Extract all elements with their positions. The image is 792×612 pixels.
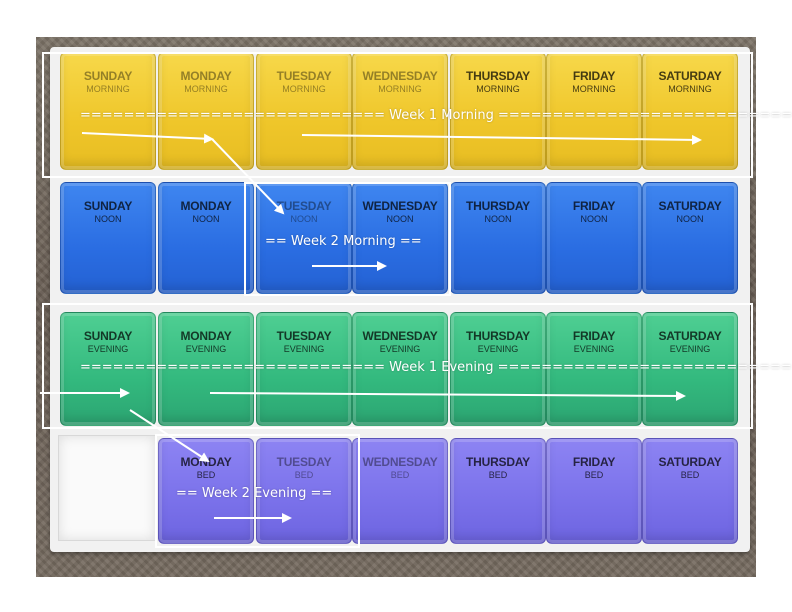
slot-label: BED — [680, 470, 700, 480]
day-label: THURSDAY — [466, 69, 530, 83]
day-label: TUESDAY — [276, 455, 332, 469]
compartment-purple-friday: FRIDAY BED — [546, 438, 642, 544]
week2-evening-label: == Week 2 Evening == — [176, 486, 333, 501]
day-label: SUNDAY — [83, 69, 133, 83]
compartment-purple-saturday: SATURDAY BED — [642, 438, 738, 544]
day-label: THURSDAY — [466, 455, 530, 469]
day-label: THURSDAY — [466, 329, 530, 343]
day-label: SUNDAY — [83, 329, 133, 343]
day-label: WEDNESDAY — [362, 455, 438, 469]
day-label: FRIDAY — [572, 329, 616, 343]
day-label: SATURDAY — [658, 455, 722, 469]
compartment-yellow-friday: FRIDAY MORNING — [546, 52, 642, 170]
compartment-blue-thursday: THURSDAY NOON — [450, 182, 546, 294]
compartment-yellow-saturday: SATURDAY MORNING — [642, 52, 738, 170]
slot-label: NOON — [484, 214, 512, 224]
slot-label: MORNING — [184, 84, 228, 94]
slot-label: NOON — [290, 214, 318, 224]
slot-label: MORNING — [668, 84, 712, 94]
compartment-green-tuesday: TUESDAY EVENING — [256, 312, 352, 426]
slot-label: BED — [390, 470, 410, 480]
slot-label: BED — [584, 470, 604, 480]
day-label: SUNDAY — [83, 199, 133, 213]
slot-label: BED — [196, 470, 216, 480]
compartment-blue-tuesday: TUESDAY NOON — [256, 182, 352, 294]
week1-evening-frame — [42, 303, 753, 429]
day-label: FRIDAY — [572, 69, 616, 83]
day-label: MONDAY — [180, 329, 232, 343]
day-label: FRIDAY — [572, 199, 616, 213]
day-label: WEDNESDAY — [362, 69, 438, 83]
slot-label: EVENING — [573, 344, 615, 354]
slot-label: BED — [488, 470, 508, 480]
compartment-purple-tuesday: TUESDAY BED — [256, 438, 352, 544]
compartment-purple-wednesday: WEDNESDAY BED — [352, 438, 448, 544]
day-label: WEDNESDAY — [362, 329, 438, 343]
week1-morning-frame — [42, 52, 753, 178]
compartment-blue-sunday: SUNDAY NOON — [60, 182, 156, 294]
slot-label: NOON — [192, 214, 220, 224]
day-label: MONDAY — [180, 69, 232, 83]
compartment-green-sunday: SUNDAY EVENING — [60, 312, 156, 426]
slot-label: NOON — [386, 214, 414, 224]
empty-bed-slot — [58, 435, 156, 541]
slot-label: MORNING — [572, 84, 616, 94]
compartment-green-wednesday: WEDNESDAY EVENING — [352, 312, 448, 426]
slot-label: MORNING — [378, 84, 422, 94]
compartment-green-thursday: THURSDAY EVENING — [450, 312, 546, 426]
day-label: SATURDAY — [658, 329, 722, 343]
week1-morning-label: ============================ Week 1 Morn… — [80, 108, 792, 123]
day-label: TUESDAY — [276, 69, 332, 83]
slot-label: EVENING — [185, 344, 227, 354]
day-label: THURSDAY — [466, 199, 530, 213]
slot-label: EVENING — [283, 344, 325, 354]
week2-morning-frame — [244, 182, 451, 296]
slot-label: NOON — [94, 214, 122, 224]
slot-label: EVENING — [379, 344, 421, 354]
day-label: WEDNESDAY — [362, 199, 438, 213]
week2-morning-label: == Week 2 Morning == — [265, 234, 422, 249]
compartment-blue-saturday: SATURDAY NOON — [642, 182, 738, 294]
compartment-blue-friday: FRIDAY NOON — [546, 182, 642, 294]
compartment-yellow-wednesday: WEDNESDAY MORNING — [352, 52, 448, 170]
day-label: MONDAY — [180, 199, 232, 213]
slot-label: EVENING — [477, 344, 519, 354]
week2-evening-frame — [155, 434, 360, 548]
compartment-green-monday: MONDAY EVENING — [158, 312, 254, 426]
compartment-green-saturday: SATURDAY EVENING — [642, 312, 738, 426]
slot-label: EVENING — [87, 344, 129, 354]
slot-label: EVENING — [669, 344, 711, 354]
slot-label: NOON — [676, 214, 704, 224]
day-label: SATURDAY — [658, 199, 722, 213]
week1-evening-label: ============================ Week 1 Even… — [80, 360, 792, 375]
day-label: TUESDAY — [276, 329, 332, 343]
day-label: SATURDAY — [658, 69, 722, 83]
slot-label: MORNING — [476, 84, 520, 94]
compartment-purple-thursday: THURSDAY BED — [450, 438, 546, 544]
day-label: TUESDAY — [276, 199, 332, 213]
slot-label: BED — [294, 470, 314, 480]
day-label: FRIDAY — [572, 455, 616, 469]
slot-label: MORNING — [86, 84, 130, 94]
slot-label: NOON — [580, 214, 608, 224]
compartment-green-friday: FRIDAY EVENING — [546, 312, 642, 426]
compartment-blue-monday: MONDAY NOON — [158, 182, 254, 294]
slot-label: MORNING — [282, 84, 326, 94]
